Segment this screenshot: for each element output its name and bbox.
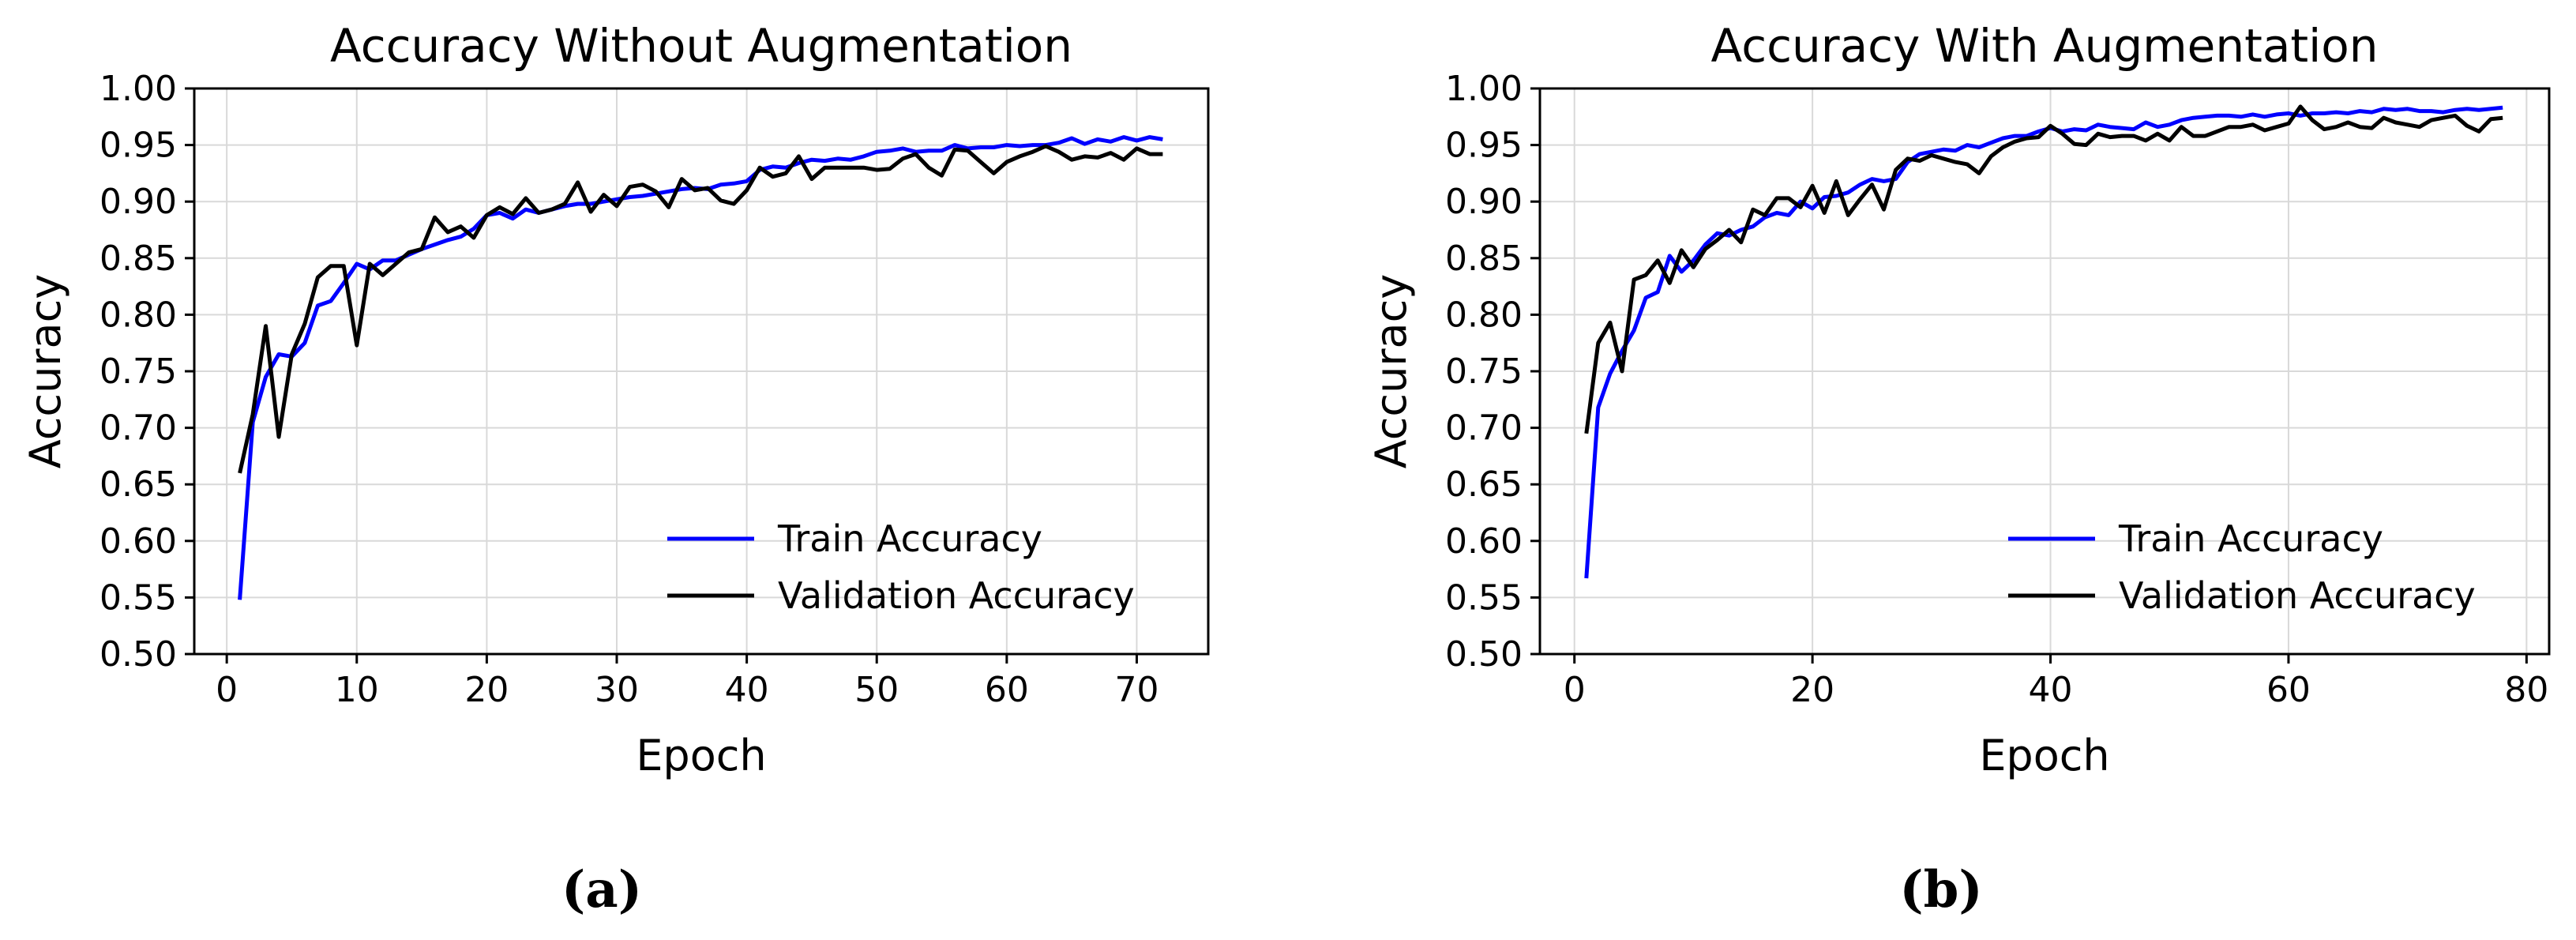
legend-label-validation: Validation Accuracy: [2119, 574, 2476, 617]
train-accuracy-line: [1584, 105, 2503, 579]
y-axis-label: Accuracy: [21, 274, 70, 469]
y-tick-label: 0.85: [100, 239, 177, 279]
y-tick-label: 0.70: [1445, 408, 1523, 449]
x-tick-label: 20: [464, 670, 509, 710]
legend-label-train: Train Accuracy: [777, 517, 1042, 560]
y-tick-label: 0.90: [100, 182, 177, 222]
x-tick-label: 0: [216, 670, 238, 710]
legend: Train Accuracy Validation Accuracy: [2008, 517, 2476, 617]
y-tick-label: 0.85: [1445, 239, 1523, 279]
validation-accuracy-line: [238, 144, 1163, 474]
panel-caption: (a): [561, 860, 642, 919]
x-tick-label: 40: [2029, 670, 2073, 710]
y-tick-label: 0.50: [100, 634, 177, 675]
y-tick-label: 0.75: [100, 352, 177, 392]
y-tick-label: 0.65: [1445, 464, 1523, 505]
x-axis-label: Epoch: [636, 731, 766, 780]
y-tick-label: 0.90: [1445, 182, 1523, 222]
y-tick-label: 0.95: [1445, 126, 1523, 166]
y-tick-label: 0.70: [100, 408, 177, 449]
x-tick-label: 60: [2266, 670, 2311, 710]
chart-title: Accuracy Without Augmentation: [330, 19, 1072, 73]
legend-label-validation: Validation Accuracy: [778, 574, 1135, 617]
y-tick-label: 0.60: [1445, 521, 1523, 562]
x-tick-label: 70: [1114, 670, 1158, 710]
y-tick-label: 0.75: [1445, 352, 1523, 392]
x-tick-label: 80: [2504, 670, 2548, 710]
legend-label-train: Train Accuracy: [2118, 517, 2383, 560]
panel-a: 0.50 0.55 0.60 0.65 0.70 0.75 0.80 0.85 0.90 0.95…: [21, 19, 1210, 919]
y-tick-label: 0.55: [100, 577, 177, 618]
y-tick-label: 0.95: [100, 126, 177, 166]
y-tick-label: 0.80: [100, 295, 177, 335]
y-tick-label: 0.60: [100, 521, 177, 562]
y-tick-label: 1.00: [1445, 69, 1523, 109]
x-tick-label: 50: [854, 670, 899, 710]
x-tick-label: 60: [985, 670, 1029, 710]
x-tick-label: 10: [335, 670, 379, 710]
validation-accuracy-line: [1584, 104, 2503, 434]
x-axis-label: Epoch: [1979, 731, 2109, 780]
y-tick-label: 0.80: [1445, 295, 1523, 335]
y-tick-label: 0.50: [1445, 634, 1523, 675]
y-tick-label: 1.00: [100, 69, 177, 109]
y-tick-label: 0.55: [1445, 577, 1523, 618]
panel-b: 0.50 0.55 0.60 0.65 0.70 0.75 0.80 0.85 0.90 0.95…: [1366, 19, 2551, 919]
panel-caption: (b): [1899, 860, 1982, 919]
y-axis-label: Accuracy: [1366, 274, 1416, 469]
x-tick-label: 20: [1790, 670, 1834, 710]
x-tick-label: 0: [1564, 670, 1586, 710]
legend: Train Accuracy Validation Accuracy: [667, 517, 1135, 617]
x-tick-label: 40: [725, 670, 769, 710]
x-tick-label: 30: [595, 670, 639, 710]
chart-title: Accuracy With Augmentation: [1711, 19, 2379, 73]
y-tick-label: 0.65: [100, 464, 177, 505]
